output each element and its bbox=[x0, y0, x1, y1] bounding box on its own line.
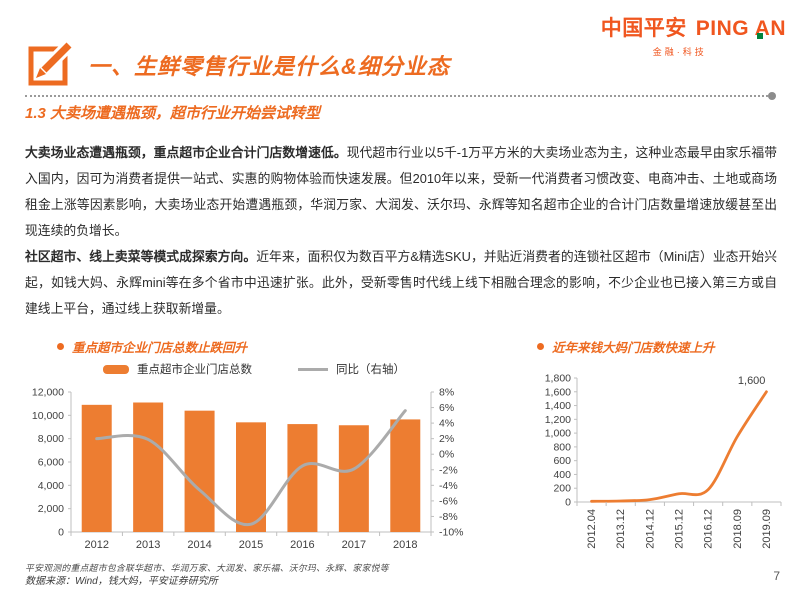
paragraph-2: 社区超市、线上卖菜等模式成探索方向。近年来，面积仅为数百平方&精选SKU，并贴近… bbox=[25, 244, 777, 322]
svg-text:-4%: -4% bbox=[439, 480, 458, 492]
svg-text:2016: 2016 bbox=[290, 539, 314, 551]
svg-text:2014.12: 2014.12 bbox=[644, 509, 656, 549]
data-source-note: 数据来源：Wind，钱大妈，平安证券研究所 bbox=[25, 576, 218, 587]
svg-text:8%: 8% bbox=[439, 387, 454, 399]
logo-brand-cn: 中国平安 bbox=[600, 17, 687, 40]
bars bbox=[81, 402, 421, 532]
right-chart-title: 近年来钱大妈门店数快速上升 bbox=[552, 341, 715, 355]
pingan-logo-green-accent-icon bbox=[757, 33, 763, 39]
chart-qiandama-stores: 近年来钱大妈门店数快速上升 0 200 400 600 800 1,000 1,200 1,4… bbox=[533, 337, 795, 566]
svg-text:12,000: 12,000 bbox=[32, 387, 64, 399]
svg-text:0: 0 bbox=[58, 527, 64, 539]
svg-text:10,000: 10,000 bbox=[32, 410, 64, 422]
page-number: 7 bbox=[773, 569, 780, 583]
chart-supermarket-stores: 重点超市企业门店总数止跌回升 重点超市企业门店总数 同比（右轴） 0 2,000 4… bbox=[25, 337, 487, 574]
svg-text:8,000: 8,000 bbox=[38, 433, 64, 445]
svg-text:2017: 2017 bbox=[342, 539, 366, 551]
svg-text:600: 600 bbox=[553, 455, 571, 467]
logo-tagline: 金融·科技 bbox=[652, 47, 707, 57]
pencil-edit-icon bbox=[28, 41, 75, 86]
svg-text:2013.12: 2013.12 bbox=[615, 509, 627, 549]
svg-text:200: 200 bbox=[553, 483, 571, 495]
slide-subtitle: 1.3 大卖场遭遇瓶颈，超市行业开始尝试转型 bbox=[25, 105, 321, 122]
svg-text:400: 400 bbox=[553, 469, 571, 481]
svg-text:4,000: 4,000 bbox=[38, 480, 64, 492]
right-axis-labels: 8% 6% 4% 2% 0% -2% -4% -6% -8% -10% bbox=[431, 387, 464, 539]
svg-text:1,800: 1,800 bbox=[545, 373, 571, 385]
store-count-line bbox=[590, 390, 768, 503]
separator-end-dot bbox=[768, 92, 776, 100]
yoy-line bbox=[95, 409, 407, 527]
paragraph-1: 大卖场业态遭遇瓶颈，重点超市企业合计门店数增速低。现代超市行业以5千-1万平方米… bbox=[25, 140, 777, 244]
legend-bar-label: 重点超市企业门店总数 bbox=[137, 364, 252, 376]
svg-text:2012: 2012 bbox=[84, 539, 108, 551]
right-chart-title-row: 近年来钱大妈门店数快速上升 bbox=[533, 337, 795, 356]
bar-line-combo-chart: 0 2,000 4,000 6,000 8,000 10,000 12,000 8% 6% 4% 2… bbox=[32, 387, 464, 552]
bullet-icon bbox=[537, 343, 544, 350]
left-chart-legend: 重点超市企业门店总数 同比（右轴） bbox=[103, 361, 487, 377]
axis-lines bbox=[576, 378, 781, 503]
svg-text:6,000: 6,000 bbox=[38, 457, 64, 469]
svg-text:2019.09: 2019.09 bbox=[761, 509, 773, 549]
legend-line-label: 同比（右轴） bbox=[336, 364, 405, 376]
svg-text:-8%: -8% bbox=[439, 511, 458, 523]
svg-text:-10%: -10% bbox=[439, 527, 464, 539]
dotted-separator bbox=[25, 92, 776, 100]
section-title-row: 一、生鲜零售行业是什么&细分业态 bbox=[27, 41, 450, 89]
svg-text:1,200: 1,200 bbox=[545, 414, 571, 426]
svg-text:1,600: 1,600 bbox=[545, 386, 571, 398]
svg-text:2018: 2018 bbox=[393, 539, 417, 551]
left-chart-title: 重点超市企业门店总数止跌回升 bbox=[72, 341, 248, 355]
bullet-icon bbox=[57, 343, 64, 350]
legend-line-swatch bbox=[298, 367, 328, 371]
x-axis-labels: 2012.04 2013.12 2014.12 2015.12 2016.12 2018.… bbox=[576, 502, 782, 549]
pingan-logo-wordmark: 中国平安 PING AN bbox=[601, 12, 786, 42]
paragraph-2-lead: 社区超市、线上卖菜等模式成探索方向。 bbox=[25, 249, 257, 264]
pingan-logo: 中国平安 PING AN 金融·科技 bbox=[601, 12, 786, 58]
svg-text:1,400: 1,400 bbox=[545, 400, 571, 412]
left-axis-labels: 0 2,000 4,000 6,000 8,000 10,000 12,000 bbox=[32, 387, 71, 539]
x-axis-labels: 2012 2013 2014 2015 2016 2017 2018 bbox=[70, 532, 432, 551]
svg-text:2,000: 2,000 bbox=[38, 503, 64, 515]
svg-text:1,000: 1,000 bbox=[545, 428, 571, 440]
svg-text:0%: 0% bbox=[439, 449, 454, 461]
svg-text:2015.12: 2015.12 bbox=[674, 509, 686, 549]
svg-text:2%: 2% bbox=[439, 433, 454, 445]
svg-text:4%: 4% bbox=[439, 418, 454, 430]
svg-text:-6%: -6% bbox=[439, 495, 458, 507]
section-title: 一、生鲜零售行业是什么&细分业态 bbox=[88, 54, 450, 79]
left-chart-title-row: 重点超市企业门店总数止跌回升 bbox=[25, 337, 487, 356]
paragraph-1-body: 现代超市行业以5千-1万平方米的大卖场业态为主，这种业态最早由家乐福带入国内，因… bbox=[25, 145, 778, 238]
svg-text:2014: 2014 bbox=[187, 539, 211, 551]
svg-text:2015: 2015 bbox=[239, 539, 263, 551]
svg-text:2013: 2013 bbox=[136, 539, 160, 551]
svg-text:2016.12: 2016.12 bbox=[703, 509, 715, 549]
paragraph-1-lead: 大卖场业态遭遇瓶颈，重点超市企业合计门店数增速低。 bbox=[25, 145, 347, 160]
svg-text:2012.04: 2012.04 bbox=[586, 509, 598, 549]
legend-bar-swatch bbox=[103, 364, 129, 374]
end-data-label: 1,600 bbox=[738, 375, 766, 387]
svg-text:0: 0 bbox=[565, 497, 571, 509]
svg-text:6%: 6% bbox=[439, 402, 454, 414]
svg-text:2018.09: 2018.09 bbox=[732, 509, 744, 549]
paragraph-2-body: 近年来，面积仅为数百平方&精选SKU，并贴近消费者的连锁社区超市（Mini店）业… bbox=[25, 249, 778, 316]
left-chart-footnote: 平安观测的重点超市包含联华超市、华润万家、大润发、家乐福、沃尔玛、永辉、家家悦等 bbox=[25, 563, 389, 573]
logo-brand-en: PING AN bbox=[695, 17, 786, 40]
svg-text:-2%: -2% bbox=[439, 464, 458, 476]
svg-text:800: 800 bbox=[553, 441, 571, 453]
